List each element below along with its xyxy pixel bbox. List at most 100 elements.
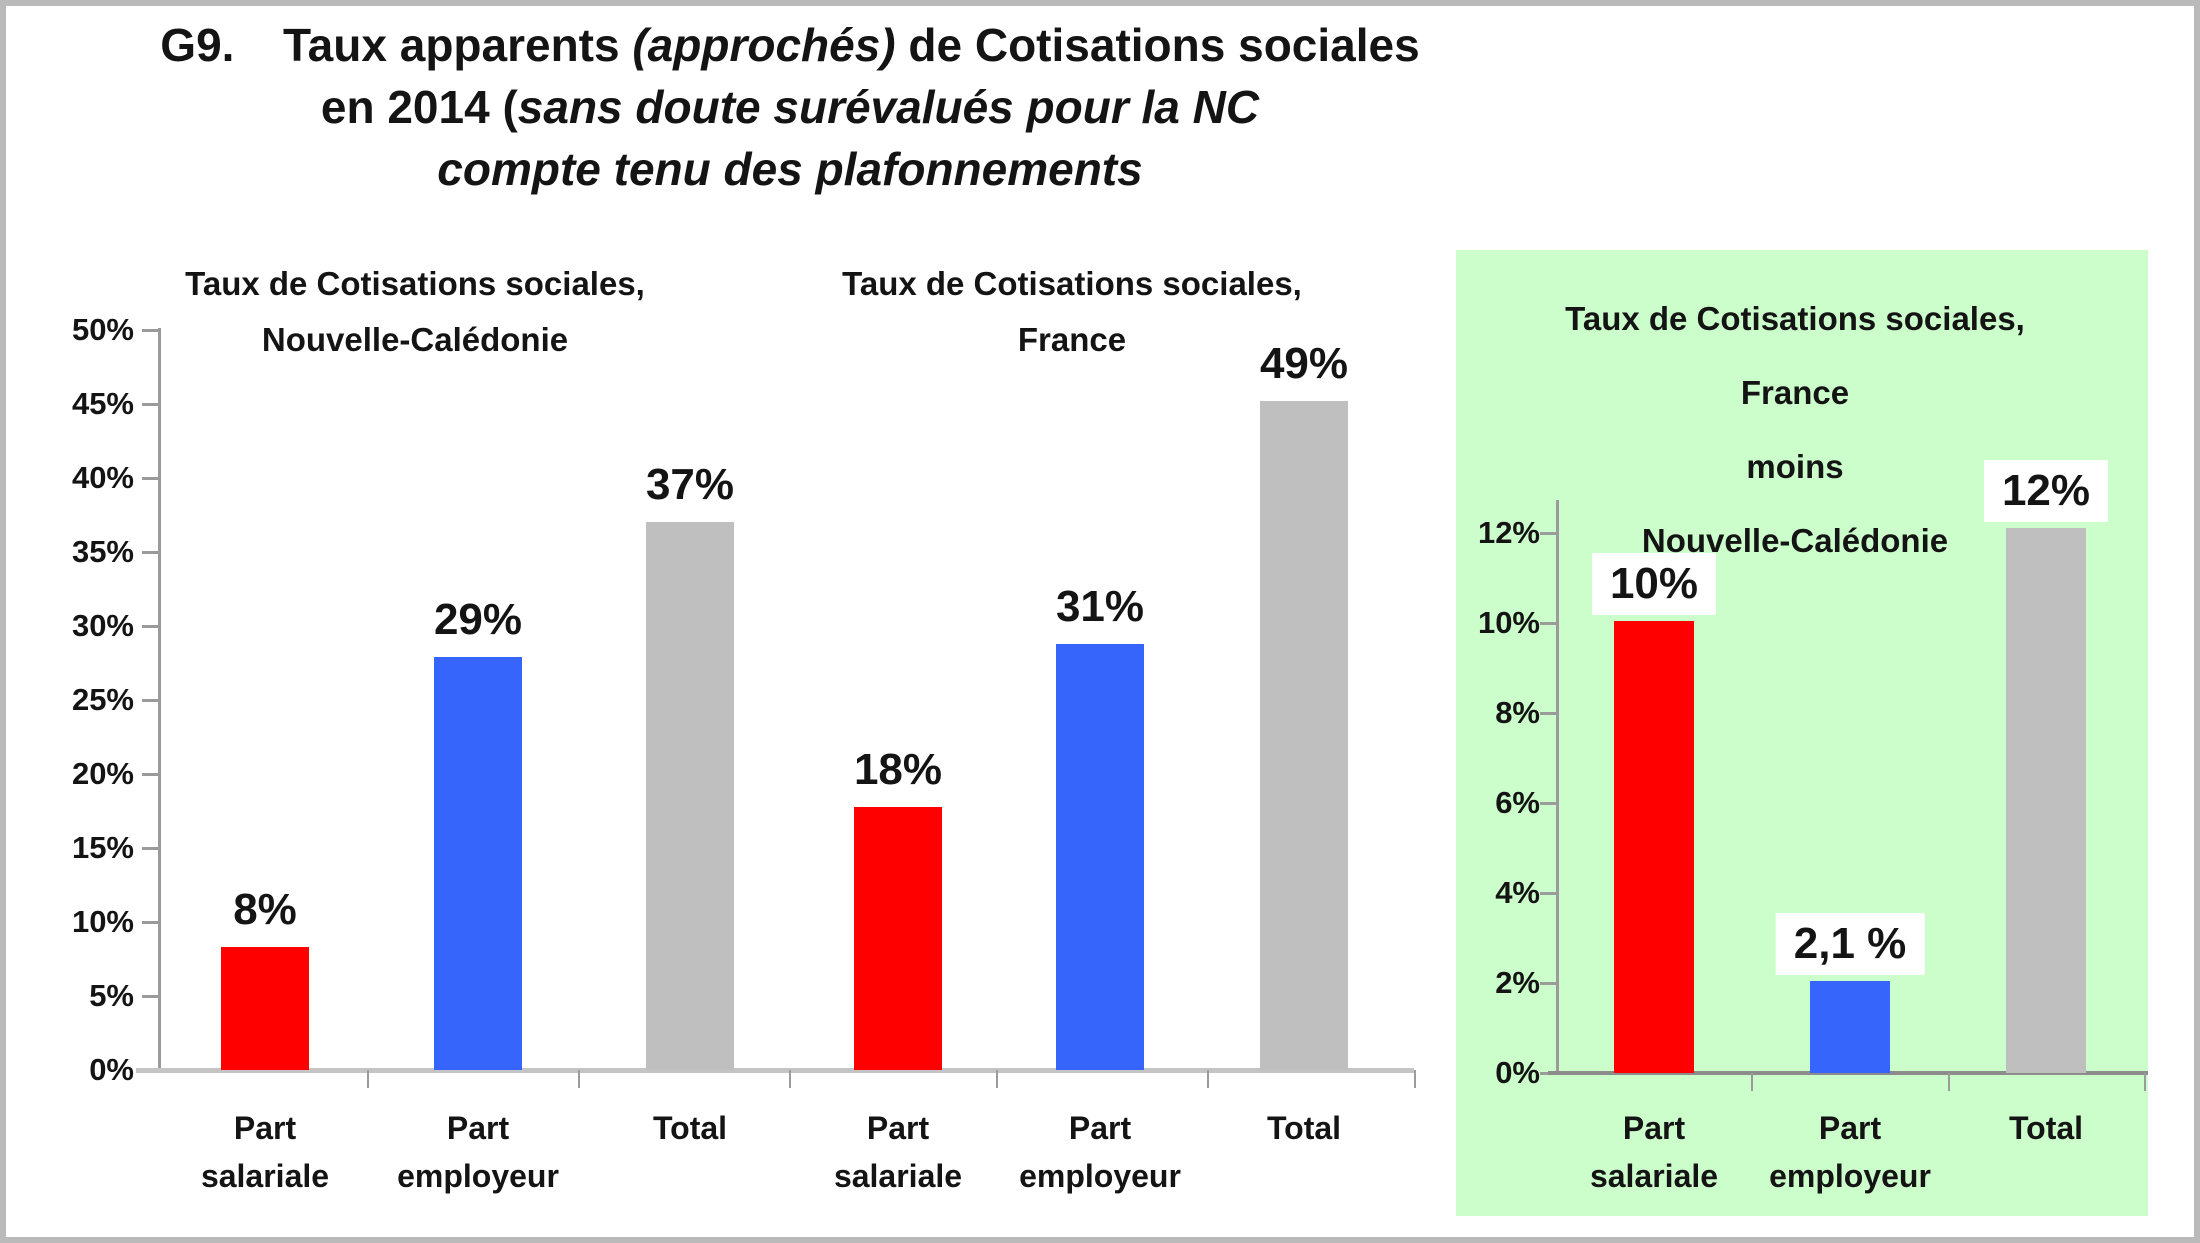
- y-tick-label-main: 45%: [71, 386, 134, 421]
- title-segment: G9. Taux apparents: [160, 19, 633, 71]
- y-tick-label-diff: 10%: [1477, 605, 1540, 640]
- y-tick-label-main: 5%: [89, 978, 134, 1013]
- category-label-main-total: Total: [1174, 1104, 1434, 1152]
- y-tick-diff: [1540, 532, 1556, 535]
- y-tick-main: [142, 477, 158, 480]
- y-tick-main: [142, 551, 158, 554]
- title-line-3: compte tenu des plafonnements: [150, 138, 1430, 200]
- bar-main-part-employeur: [1056, 644, 1144, 1070]
- x-axis-diff: [1548, 1071, 2148, 1075]
- category-label-diff-part-employeur: Part employeur: [1720, 1104, 1980, 1200]
- subtitle-line: France: [1017, 321, 1127, 358]
- bar-main-part-salariale: [221, 947, 309, 1070]
- y-tick-main: [142, 847, 158, 850]
- value-label-main-part-employeur: 29%: [433, 595, 523, 644]
- subtitle-line: moins: [1746, 448, 1844, 485]
- y-tick-label-main: 15%: [71, 830, 134, 865]
- x-tick-main: [578, 1070, 580, 1088]
- y-tick-label-main: 30%: [71, 608, 134, 643]
- chart-subtitle-france: Taux de Cotisations sociales, France: [792, 256, 1352, 368]
- category-label-main-part-employeur: Part employeur: [970, 1104, 1230, 1200]
- category-label-line: employeur: [1019, 1158, 1181, 1194]
- x-tick-main: [367, 1070, 369, 1088]
- category-label-line: Part: [1818, 1110, 1882, 1146]
- value-label-main-part-salariale: 8%: [233, 885, 297, 934]
- y-tick-main: [142, 995, 158, 998]
- title-line-1: G9. Taux apparents (approchés) de Cotisa…: [150, 14, 1430, 76]
- y-tick-diff: [1540, 712, 1556, 715]
- y-tick-main: [142, 699, 158, 702]
- title-segment-italic: (approchés): [632, 19, 896, 71]
- subtitle-line: France: [1740, 374, 1850, 411]
- x-tick-main: [789, 1070, 791, 1088]
- category-label-line: Part: [1622, 1110, 1686, 1146]
- bar-main-part-employeur: [434, 657, 522, 1070]
- chart-subtitle-nouvelle-caledonie: Taux de Cotisations sociales, Nouvelle-Ca…: [135, 256, 695, 368]
- diff-panel-title: Taux de Cotisations sociales, France moins…: [1465, 282, 2125, 578]
- y-tick-label-diff: 12%: [1477, 515, 1540, 550]
- y-tick-main: [142, 329, 158, 332]
- y-axis-diff: [1556, 500, 1559, 1073]
- y-tick-label-diff: 6%: [1495, 785, 1540, 820]
- category-label-main-part-salariale: Part salariale: [135, 1104, 395, 1200]
- y-tick-label-main: 20%: [71, 756, 134, 791]
- category-label-line: Part: [233, 1110, 297, 1146]
- x-tick-main: [1207, 1070, 1209, 1088]
- bar-diff-total: [2006, 528, 2086, 1073]
- y-tick-diff: [1540, 892, 1556, 895]
- y-tick-label-main: 50%: [71, 312, 134, 347]
- category-label-line: employeur: [1769, 1158, 1931, 1194]
- category-label-line: Part: [1068, 1110, 1132, 1146]
- bar-diff-part-employeur: [1810, 981, 1890, 1073]
- title-segment-italic: sans doute surévalués pour la NC: [517, 81, 1260, 133]
- category-label-line: salariale: [833, 1158, 963, 1194]
- bar-main-total: [646, 522, 734, 1070]
- x-tick-diff: [2144, 1073, 2146, 1091]
- y-tick-label-diff: 4%: [1495, 875, 1540, 910]
- category-label-line: Total: [1266, 1110, 1342, 1146]
- value-label-diff-total: 12%: [1983, 460, 2109, 522]
- x-tick-diff: [1751, 1073, 1753, 1091]
- category-label-line: employeur: [397, 1158, 559, 1194]
- y-tick-label-main: 40%: [71, 460, 134, 495]
- subtitle-line: Taux de Cotisations sociales,: [185, 265, 645, 302]
- value-label-main-total: 37%: [645, 460, 735, 509]
- category-label-line: Part: [866, 1110, 930, 1146]
- title-line-2: en 2014 (sans doute surévalués pour la N…: [150, 76, 1430, 138]
- value-label-main-total: 49%: [1259, 339, 1349, 388]
- category-label-main-part-salariale: Part salariale: [768, 1104, 1028, 1200]
- y-tick-diff: [1540, 802, 1556, 805]
- y-tick-label-main: 0%: [89, 1052, 134, 1087]
- category-label-diff-total: Total: [1916, 1104, 2176, 1152]
- x-tick-main: [1414, 1070, 1416, 1088]
- y-tick-label-diff: 0%: [1495, 1055, 1540, 1090]
- category-label-line: Total: [2008, 1110, 2084, 1146]
- value-label-main-part-salariale: 18%: [853, 745, 943, 794]
- y-tick-label-main: 35%: [71, 534, 134, 569]
- x-tick-main: [996, 1070, 998, 1088]
- category-label-main-total: Total: [560, 1104, 820, 1152]
- bar-main-total: [1260, 401, 1348, 1070]
- x-tick-diff: [1948, 1073, 1950, 1091]
- title-segment-italic: compte tenu des plafonnements: [437, 143, 1143, 195]
- subtitle-line: Nouvelle-Calédonie: [1641, 522, 1949, 559]
- y-tick-diff: [1540, 622, 1556, 625]
- subtitle-line: Taux de Cotisations sociales,: [842, 265, 1302, 302]
- title-segment: en 2014 (: [320, 81, 518, 133]
- y-tick-label-main: 25%: [71, 682, 134, 717]
- category-label-line: salariale: [1589, 1158, 1719, 1194]
- category-label-line: Part: [446, 1110, 510, 1146]
- y-tick-main: [142, 625, 158, 628]
- value-label-main-part-employeur: 31%: [1055, 582, 1145, 631]
- y-axis-main: [158, 328, 161, 1070]
- chart-title: G9. Taux apparents (approchés) de Cotisa…: [150, 14, 1430, 200]
- category-label-main-part-employeur: Part employeur: [348, 1104, 608, 1200]
- y-tick-label-diff: 2%: [1495, 965, 1540, 1000]
- category-label-diff-part-salariale: Part salariale: [1524, 1104, 1784, 1200]
- value-label-diff-part-employeur: 2,1 %: [1775, 913, 1925, 975]
- x-axis-main: [136, 1068, 1414, 1073]
- y-tick-diff: [1540, 982, 1556, 985]
- category-label-line: salariale: [200, 1158, 330, 1194]
- bar-diff-part-salariale: [1614, 621, 1694, 1073]
